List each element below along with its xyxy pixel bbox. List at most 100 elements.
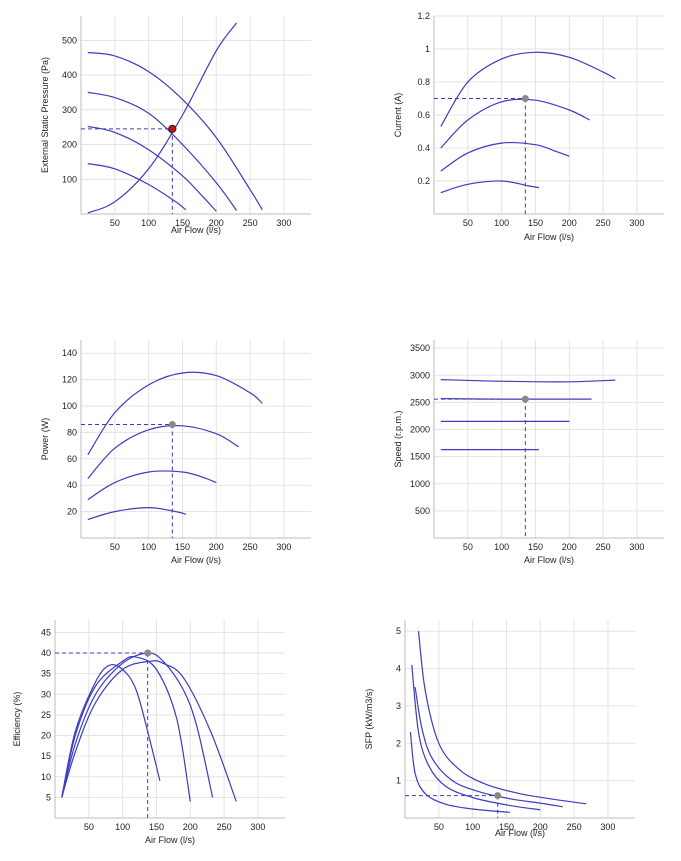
x-tick-label: 50 — [463, 218, 473, 228]
y-tick-label: 0.6 — [417, 110, 430, 120]
series-line-2 — [87, 424, 239, 479]
x-tick-label: 200 — [183, 822, 198, 832]
y-tick-label: 120 — [62, 375, 77, 385]
series-line-3 — [87, 125, 217, 212]
axes — [80, 16, 311, 215]
x-axis-label: Air Flow (l/s) — [495, 828, 545, 838]
operating-point-marker — [521, 95, 529, 102]
y-tick-label: 15 — [41, 751, 51, 761]
series-line-4 — [87, 163, 187, 211]
series-line-1 — [61, 660, 237, 802]
x-tick-label: 100 — [465, 822, 480, 832]
series-line-1 — [440, 51, 616, 127]
gridlines — [55, 620, 285, 818]
x-axis-label: Air Flow (l/s) — [145, 835, 195, 845]
x-tick-label: 200 — [562, 542, 577, 552]
y-tick-label: 140 — [62, 348, 77, 358]
x-tick-label: 300 — [629, 542, 644, 552]
y-tick-label: 200 — [62, 140, 77, 150]
x-tick-label: 250 — [567, 822, 582, 832]
y-tick-label: 20 — [67, 507, 77, 517]
y-axis-label: Efficiency (%) — [12, 692, 22, 747]
y-tick-label: 3000 — [410, 370, 430, 380]
x-tick-label: 250 — [217, 822, 232, 832]
y-tick-label: 1.2 — [417, 11, 430, 21]
sfp-chart: 50 100 150 200 250 300 1 2 3 4 5 Air Flow (l/s) SFP … — [364, 620, 635, 838]
efficiency-chart: 50 100 150 200 250 300 5 10 15 20 25 30 35 40 45 Air Fl… — [12, 620, 285, 845]
y-tick-label: 0.2 — [417, 176, 430, 186]
x-tick-label: 150 — [528, 218, 543, 228]
series-line-3 — [440, 141, 570, 172]
axes — [54, 620, 285, 819]
y-tick-label: 25 — [41, 710, 51, 720]
y-tick-label: 2 — [396, 738, 401, 748]
y-axis-label: Power (W) — [40, 418, 50, 461]
y-tick-label: 5 — [46, 792, 51, 802]
y-axis-label: External Static Pressure (Pa) — [40, 57, 50, 173]
y-tick-label: 40 — [41, 648, 51, 658]
y-axis-label: Current (A) — [393, 93, 403, 138]
y-tick-label: 500 — [415, 506, 430, 516]
y-tick-label: 35 — [41, 669, 51, 679]
x-tick-label: 250 — [596, 218, 611, 228]
y-tick-label: 80 — [67, 427, 77, 437]
x-axis-label: Air Flow (l/s) — [171, 225, 221, 235]
operating-point-marker — [168, 420, 176, 428]
series-line-4 — [409, 732, 510, 813]
y-tick-label: 1 — [396, 776, 401, 786]
x-tick-label: 200 — [533, 822, 548, 832]
series-line-3 — [411, 664, 541, 811]
x-tick-label: 150 — [175, 542, 190, 552]
x-tick-label: 300 — [629, 218, 644, 228]
y-tick-label: 1 — [425, 44, 430, 54]
x-tick-label: 250 — [243, 542, 258, 552]
x-tick-label: 250 — [243, 218, 258, 228]
series-line-2 — [87, 91, 238, 211]
power-chart: 50 100 150 200 250 300 20 40 60 80 100 120 140 Air Fl… — [40, 340, 311, 565]
series-line-1 — [440, 379, 616, 383]
y-tick-label: 100 — [62, 174, 77, 184]
gridlines — [81, 16, 311, 214]
series-line-4 — [87, 506, 187, 521]
operating-point-marker — [521, 395, 529, 403]
series-line-4 — [61, 663, 161, 798]
operating-point-marker — [144, 649, 152, 657]
series-line-2 — [414, 687, 563, 808]
x-tick-label: 300 — [276, 218, 291, 228]
pressure-chart: 50 100 150 200 250 300 100 200 300 400 500 Air Flow… — [40, 16, 311, 235]
x-tick-label: 200 — [562, 218, 577, 228]
x-tick-label: 200 — [209, 542, 224, 552]
series-line-1 — [87, 371, 263, 456]
y-tick-label: 2000 — [410, 425, 430, 435]
x-tick-label: 200 — [209, 218, 224, 228]
axes — [433, 16, 664, 215]
x-tick-label: 150 — [175, 218, 190, 228]
x-axis-label: Air Flow (l/s) — [524, 555, 574, 565]
y-axis-label: Speed (r.p.m.) — [393, 410, 403, 467]
x-tick-label: 50 — [110, 542, 120, 552]
x-tick-label: 50 — [110, 218, 120, 228]
y-tick-label: 45 — [41, 627, 51, 637]
x-tick-label: 300 — [276, 542, 291, 552]
series-line-2 — [440, 98, 590, 149]
x-tick-label: 100 — [494, 218, 509, 228]
y-tick-label: 5 — [396, 626, 401, 636]
x-tick-label: 100 — [141, 542, 156, 552]
x-tick-label: 300 — [250, 822, 265, 832]
y-tick-label: 20 — [41, 731, 51, 741]
gridlines — [81, 340, 311, 538]
axes — [433, 340, 664, 539]
y-tick-label: 300 — [62, 105, 77, 115]
x-tick-label: 250 — [596, 542, 611, 552]
y-tick-label: 2500 — [410, 397, 430, 407]
x-tick-label: 300 — [600, 822, 615, 832]
y-tick-label: 60 — [67, 454, 77, 464]
y-tick-label: 40 — [67, 480, 77, 490]
series-line-1 — [417, 631, 587, 805]
gridlines — [434, 340, 664, 538]
series-line-4 — [440, 180, 540, 194]
x-tick-label: 50 — [84, 822, 94, 832]
y-tick-label: 500 — [62, 35, 77, 45]
current-chart: 50 100 150 200 250 300 0.2 0.4 0.6 0.8 1 1.2 Air Flo… — [393, 11, 664, 242]
